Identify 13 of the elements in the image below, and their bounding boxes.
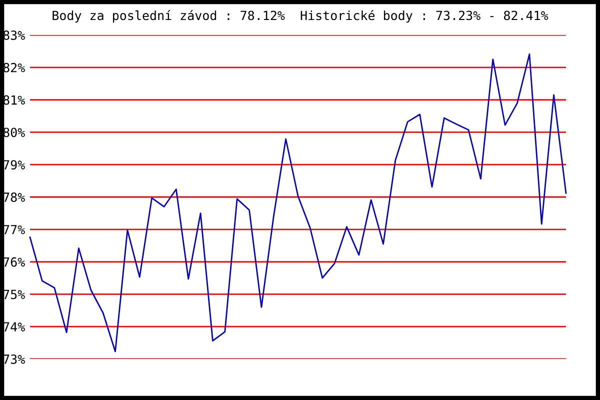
y-tick-label: 83% xyxy=(3,30,25,40)
y-tick-label: 79% xyxy=(3,160,25,170)
y-tick-label: 76% xyxy=(3,257,25,267)
line-series xyxy=(29,53,567,352)
y-tick-label: 77% xyxy=(3,225,25,234)
chart-title: Body za poslední závod : 78.12% Historické body : 73.23% - 82.41% xyxy=(52,10,548,23)
y-tick-label: 80% xyxy=(3,128,25,138)
y-tick-label: 73% xyxy=(3,354,25,364)
y-tick-label: 78% xyxy=(3,192,25,202)
y-tick-label: 82% xyxy=(3,62,25,72)
y-tick-label: 74% xyxy=(3,322,25,332)
y-tick-label: 81% xyxy=(3,95,25,105)
y-tick-label: 75% xyxy=(3,290,25,300)
